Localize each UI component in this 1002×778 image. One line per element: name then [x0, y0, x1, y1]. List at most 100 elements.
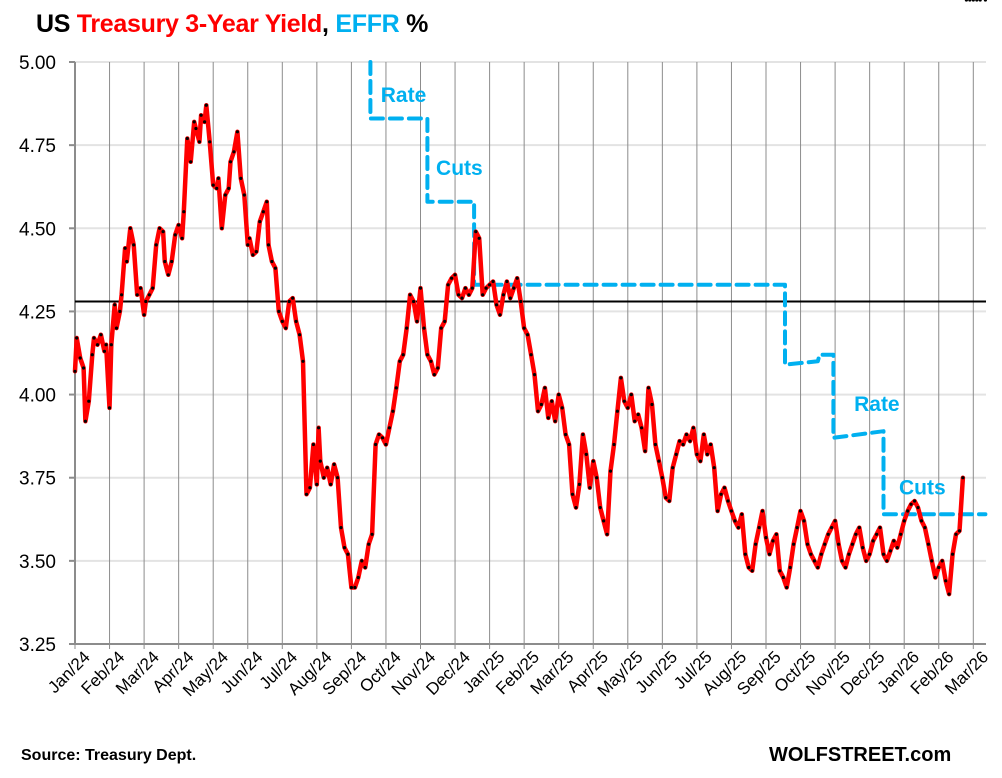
yield-point: [280, 319, 284, 323]
annotations: Rate Cuts Rate Cuts: [381, 84, 946, 499]
yield-point: [356, 575, 360, 580]
yield-point: [227, 186, 231, 190]
yield-point: [123, 246, 127, 250]
yield-point: [875, 532, 879, 536]
yield-point: [961, 476, 965, 480]
yield-point: [916, 506, 920, 510]
yield-point: [729, 509, 734, 513]
yield-point: [577, 482, 582, 486]
yield-point: [114, 326, 119, 330]
yield-point: [384, 442, 388, 447]
yield-point: [760, 509, 765, 513]
yield-point: [754, 542, 758, 546]
yield-point: [605, 532, 609, 536]
yield-point: [819, 552, 823, 556]
yield-point: [284, 326, 288, 330]
yield-point: [868, 552, 872, 556]
yield-point: [602, 519, 606, 523]
yield-point: [719, 492, 723, 496]
yield-point: [968, 0, 972, 2]
yield-point: [418, 286, 423, 290]
yield-point: [446, 283, 450, 287]
yield-point: [681, 442, 685, 447]
yield-point: [636, 412, 640, 417]
yield-point: [702, 432, 706, 437]
yield-point: [109, 343, 113, 347]
yield-point: [709, 442, 713, 447]
yield-point: [291, 296, 295, 300]
yield-point: [809, 552, 813, 556]
yield-point: [132, 243, 136, 247]
yield-point: [792, 542, 796, 546]
yield-point: [888, 549, 893, 553]
y-tick-label: 3.75: [19, 469, 56, 490]
yield-point: [374, 442, 378, 447]
yield-point: [197, 140, 201, 144]
chart-title: US Treasury 3-Year Yield, EFFR %: [36, 10, 428, 39]
yield-point: [192, 120, 196, 124]
yield-point: [394, 386, 398, 390]
yield-point: [785, 585, 789, 590]
yield-point: [712, 466, 716, 470]
yield-point: [919, 519, 924, 523]
yield-point: [223, 193, 227, 197]
yield-point: [235, 130, 239, 134]
yield-point: [570, 492, 575, 496]
yield-point: [678, 439, 682, 443]
yield-point: [491, 279, 495, 284]
yield-point: [370, 532, 374, 536]
yield-point: [425, 353, 429, 357]
yield-point: [332, 462, 336, 466]
effr-series: [368, 60, 988, 517]
yield-point: [861, 546, 865, 550]
yield-point: [764, 536, 768, 540]
yield-point: [185, 136, 189, 141]
yield-point: [107, 406, 112, 410]
yield-point: [360, 559, 364, 563]
yield-point: [581, 432, 585, 437]
yield-point: [456, 293, 461, 297]
yield-point: [450, 276, 454, 280]
yield-point: [273, 266, 277, 270]
yield-point: [161, 230, 165, 234]
yield-point: [964, 0, 968, 2]
yield-point: [747, 565, 751, 570]
yield-point: [805, 542, 810, 546]
yield-point: [298, 333, 302, 337]
yield-point: [560, 406, 564, 410]
yield-point: [329, 482, 333, 486]
yield-point: [287, 299, 291, 304]
yield-point: [833, 519, 837, 523]
yield-point: [684, 432, 689, 437]
yield-point: [902, 519, 906, 523]
yield-point: [595, 476, 599, 480]
yield-point: [584, 452, 588, 456]
yield-point: [615, 409, 620, 413]
yield-series: [72, 0, 987, 597]
yield-point: [494, 303, 499, 307]
yield-point: [722, 486, 727, 490]
yield-point: [519, 299, 523, 304]
yield-line: [72, 102, 966, 597]
title-percent: %: [399, 10, 428, 38]
yield-point: [608, 469, 613, 473]
annotation-label: Rate: [854, 393, 900, 416]
yield-point: [173, 233, 177, 237]
yield-point: [598, 506, 602, 510]
yield-point: [695, 452, 699, 456]
yield-point: [99, 333, 103, 337]
y-tick-labels: 5.00 4.75 4.50 4.25 4.00 3.75 3.50 3.25: [19, 53, 56, 656]
yield-point: [526, 333, 530, 337]
yield-point: [508, 296, 512, 300]
yield-point: [913, 499, 917, 503]
yield-point: [211, 183, 215, 187]
yield-point: [954, 532, 958, 536]
yield-point: [391, 409, 395, 413]
yield-point: [387, 426, 391, 430]
yield-point: [301, 359, 305, 363]
yield-point: [336, 476, 340, 480]
yield-point: [892, 539, 896, 543]
yield-point: [664, 496, 668, 500]
yield-point: [854, 532, 858, 536]
yield-point: [515, 276, 519, 280]
